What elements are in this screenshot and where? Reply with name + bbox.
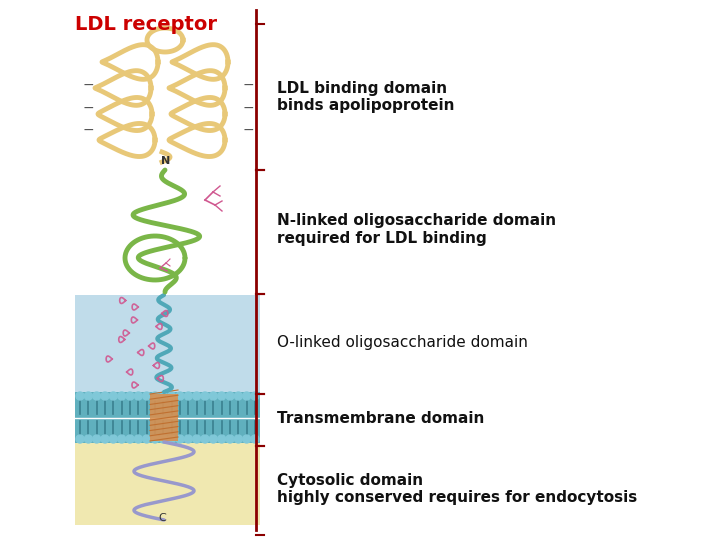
Circle shape bbox=[251, 435, 259, 443]
Text: −: − bbox=[82, 123, 94, 137]
Circle shape bbox=[176, 435, 184, 443]
Circle shape bbox=[101, 392, 109, 400]
FancyBboxPatch shape bbox=[75, 443, 260, 525]
Circle shape bbox=[101, 435, 109, 443]
Circle shape bbox=[201, 435, 209, 443]
Circle shape bbox=[217, 435, 225, 443]
Circle shape bbox=[143, 392, 150, 400]
Circle shape bbox=[234, 392, 243, 400]
Circle shape bbox=[184, 435, 192, 443]
Text: Transmembrane domain: Transmembrane domain bbox=[277, 411, 485, 426]
Circle shape bbox=[117, 435, 126, 443]
Circle shape bbox=[76, 435, 84, 443]
Circle shape bbox=[109, 392, 117, 400]
Text: −: − bbox=[82, 101, 94, 115]
Circle shape bbox=[151, 435, 159, 443]
Circle shape bbox=[76, 392, 84, 400]
FancyBboxPatch shape bbox=[150, 394, 178, 441]
Circle shape bbox=[143, 435, 150, 443]
Circle shape bbox=[193, 435, 201, 443]
Circle shape bbox=[151, 392, 159, 400]
Circle shape bbox=[126, 392, 134, 400]
Circle shape bbox=[210, 392, 217, 400]
Circle shape bbox=[226, 435, 234, 443]
Circle shape bbox=[234, 435, 243, 443]
Circle shape bbox=[243, 435, 251, 443]
Circle shape bbox=[193, 392, 201, 400]
Circle shape bbox=[84, 392, 92, 400]
Text: N-linked oligosaccharide domain
required for LDL binding: N-linked oligosaccharide domain required… bbox=[277, 213, 557, 246]
Text: −: − bbox=[242, 101, 254, 115]
Circle shape bbox=[210, 435, 217, 443]
Circle shape bbox=[117, 392, 126, 400]
Text: LDL receptor: LDL receptor bbox=[75, 15, 217, 34]
Circle shape bbox=[159, 435, 167, 443]
Circle shape bbox=[109, 435, 117, 443]
Circle shape bbox=[184, 392, 192, 400]
Circle shape bbox=[135, 392, 143, 400]
Text: −: − bbox=[242, 78, 254, 92]
Text: O-linked oligosaccharide domain: O-linked oligosaccharide domain bbox=[277, 335, 528, 350]
Circle shape bbox=[84, 435, 92, 443]
Circle shape bbox=[168, 435, 176, 443]
FancyBboxPatch shape bbox=[75, 392, 260, 443]
Circle shape bbox=[93, 392, 101, 400]
Circle shape bbox=[126, 435, 134, 443]
Circle shape bbox=[251, 392, 259, 400]
Text: −: − bbox=[242, 123, 254, 137]
Circle shape bbox=[168, 392, 176, 400]
Circle shape bbox=[176, 392, 184, 400]
Text: Cytosolic domain
highly conserved requires for endocytosis: Cytosolic domain highly conserved requir… bbox=[277, 472, 637, 505]
Circle shape bbox=[159, 392, 167, 400]
Circle shape bbox=[93, 435, 101, 443]
Text: −: − bbox=[82, 78, 94, 92]
Text: N: N bbox=[161, 156, 171, 166]
Circle shape bbox=[135, 435, 143, 443]
Circle shape bbox=[201, 392, 209, 400]
FancyBboxPatch shape bbox=[75, 295, 260, 395]
Circle shape bbox=[243, 392, 251, 400]
Text: C: C bbox=[158, 513, 166, 523]
Circle shape bbox=[226, 392, 234, 400]
Text: LDL binding domain
binds apolipoprotein: LDL binding domain binds apolipoprotein bbox=[277, 81, 455, 113]
Circle shape bbox=[217, 392, 225, 400]
